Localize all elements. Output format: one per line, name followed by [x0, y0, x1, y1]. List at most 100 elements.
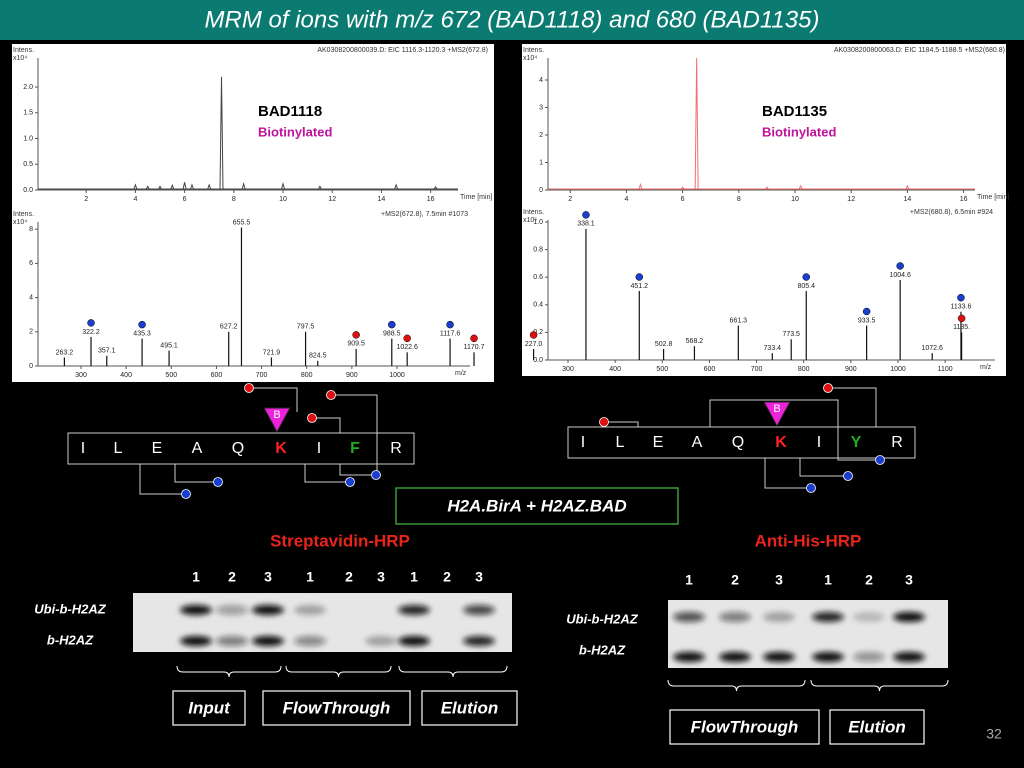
residue: I: [817, 434, 821, 451]
x-tick-label: 1100: [938, 366, 953, 373]
peak: [145, 185, 150, 190]
residue: Q: [232, 440, 244, 457]
row-label: Ubi-b-H2AZ: [34, 601, 107, 616]
peak-label: 263.2: [56, 349, 74, 356]
x-unit: m/z: [455, 370, 467, 377]
y-tick-label: 0: [539, 187, 543, 194]
x-tick-label: 800: [301, 372, 313, 379]
band: [463, 636, 495, 646]
fragment-line: [174, 464, 218, 483]
panel-header: AK0308200800063.D: EIC 1184.5-1188.5 +MS…: [834, 47, 1005, 54]
peak-label: 988.5: [383, 330, 401, 337]
group-label: Input: [188, 698, 231, 717]
peak-marker: [352, 331, 360, 339]
peak: [765, 186, 769, 190]
peak-marker: [957, 293, 965, 302]
peak-marker: [896, 262, 904, 270]
band: [252, 636, 284, 646]
x-tick-label: 10: [279, 196, 287, 203]
x-tick-label: 16: [960, 196, 968, 203]
band: [893, 652, 925, 662]
intens-label: Intens.: [13, 47, 34, 54]
page-number: 32: [986, 726, 1002, 742]
fragment-dot: [371, 470, 381, 480]
band: [853, 612, 885, 622]
fragment-dot: [806, 483, 816, 493]
y-tick-label: 0.2: [533, 329, 543, 336]
compound-sublabel: Biotinylated: [258, 124, 332, 139]
blot-title: Anti-His-HRP: [755, 531, 862, 550]
band: [252, 605, 284, 615]
band: [893, 612, 925, 622]
peak-label: 435.3: [133, 330, 151, 337]
fragment-line: [764, 458, 811, 489]
peak-label: 1170.7: [464, 344, 485, 351]
peak-marker: [957, 314, 966, 323]
x-tick-label: 14: [904, 196, 912, 203]
x-tick-label: 4: [133, 196, 137, 203]
fragment-dot: [307, 413, 317, 423]
biotin-label: B: [773, 403, 780, 415]
band: [853, 652, 885, 662]
peak: [219, 76, 224, 190]
y-tick-label: 8: [29, 226, 33, 233]
band: [812, 612, 844, 622]
x-tick-label: 400: [609, 366, 621, 373]
biotin-label: B: [273, 409, 280, 421]
peak-label: 1004.6: [889, 272, 911, 279]
blot-title: Streptavidin-HRP: [270, 531, 410, 550]
residue: A: [192, 440, 203, 457]
lane-label: 2: [865, 572, 873, 588]
lane-label: 2: [345, 569, 353, 585]
peak-label: 1133.6: [951, 304, 972, 311]
peak: [158, 185, 162, 190]
lane-label: 3: [264, 569, 272, 585]
residue: Q: [732, 434, 744, 451]
y-tick-label: 2.0: [23, 84, 33, 91]
x-tick-label: 16: [427, 196, 435, 203]
fragment-dot: [244, 383, 254, 393]
residue: E: [152, 440, 163, 457]
group-label: FlowThrough: [691, 717, 799, 736]
peptide-box: [67, 432, 415, 465]
peak-marker: [802, 273, 810, 281]
scale-label: x10⁵: [523, 217, 537, 224]
y-tick-label: 0.6: [533, 274, 543, 281]
lane-label: 3: [775, 572, 783, 588]
peak-label: 824.5: [309, 353, 327, 360]
group-box: [262, 690, 411, 726]
y-tick-label: 0.5: [23, 161, 33, 168]
lane-label: 1: [192, 569, 200, 585]
x-tick-label: 500: [656, 366, 668, 373]
band: [398, 605, 430, 615]
intens-label: Intens.: [13, 211, 34, 218]
x-unit: Time [min]: [977, 194, 1009, 201]
peak-marker: [403, 334, 411, 343]
residue: R: [891, 434, 903, 451]
peak-marker: [446, 320, 454, 329]
x-unit: Time [min]: [460, 194, 492, 201]
construct-box: [395, 487, 679, 525]
x-tick-label: 12: [328, 196, 336, 203]
peak: [182, 182, 187, 190]
group-label: FlowThrough: [283, 698, 391, 717]
fragment-line: [249, 387, 298, 412]
fragment-dot: [345, 477, 355, 487]
peak: [394, 183, 399, 190]
x-tick-label: 400: [120, 372, 132, 379]
band: [365, 636, 397, 646]
row-label: b-H2AZ: [579, 642, 626, 657]
x-tick-label: 12: [847, 196, 855, 203]
x-tick-label: 8: [737, 196, 741, 203]
peak-marker: [388, 320, 396, 329]
peak: [170, 184, 175, 190]
peak: [207, 183, 212, 190]
fragment-dot: [843, 471, 853, 481]
band: [673, 612, 705, 622]
row-label: b-H2AZ: [47, 632, 94, 647]
fragment-line: [304, 464, 350, 483]
peak-marker: [582, 211, 590, 219]
x-tick-label: 1000: [890, 366, 906, 373]
